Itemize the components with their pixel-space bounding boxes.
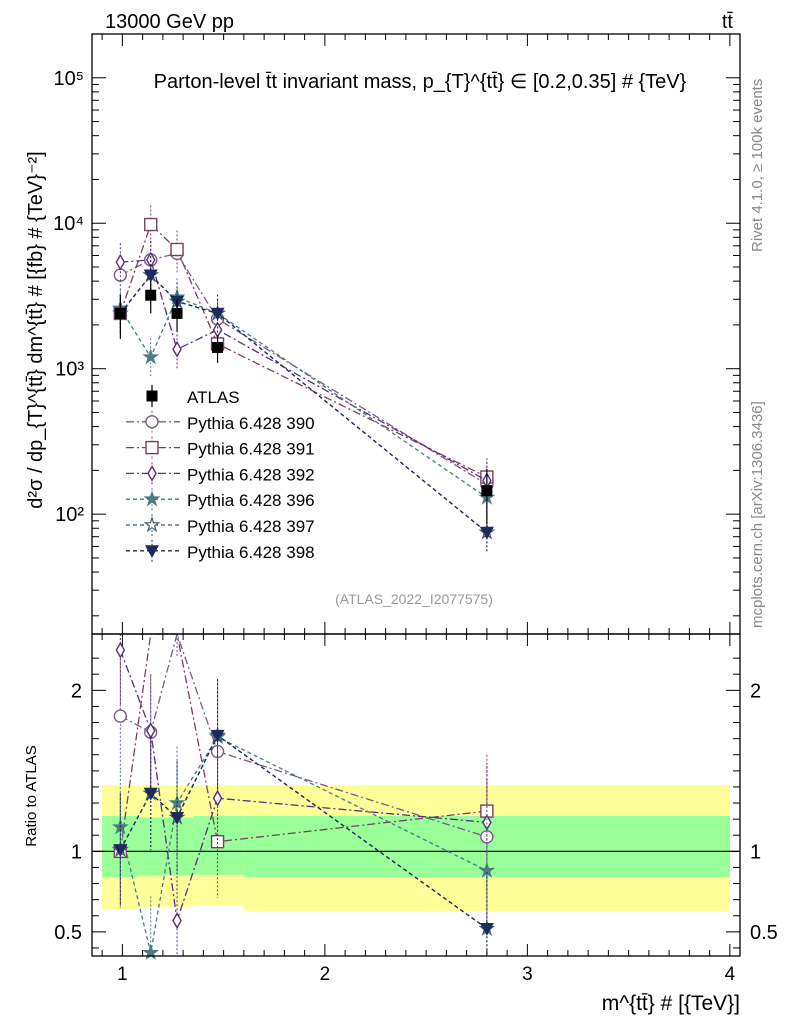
uncertainty-bands <box>102 785 730 911</box>
y-tick-label-main-2: 10² <box>55 504 84 526</box>
legend-label-5: Pythia 6.428 398 <box>187 543 315 562</box>
series-point-5-4 <box>479 526 494 540</box>
ratio-frame <box>91 633 741 957</box>
ratio-point-5-1 <box>143 787 158 801</box>
legend-label-2: Pythia 6.428 392 <box>187 465 315 484</box>
data-point-0 <box>114 307 126 319</box>
legend: ATLAS Pythia 6.428 390 Pythia 6.428 391 Pyt… <box>126 385 315 562</box>
y-axis-label-main: d²σ / dp_{T}^{tt̄} dm^{tt̄} # [{fb} # {T… <box>25 151 47 508</box>
y-tick-label-ratio-0.5: 0.5 <box>54 922 82 944</box>
y-tick-label-ratio-2: 2 <box>71 680 82 702</box>
x-axis-label: m^{tt̄} # [{TeV}] <box>602 992 740 1015</box>
series-point-2-0 <box>115 253 126 271</box>
ratio-point-2-2 <box>172 912 182 929</box>
x-tick-label-1: 1 <box>117 964 128 985</box>
analysis-label: (ATLAS_2022_I2077575) <box>335 591 493 607</box>
legend-marker-0 <box>145 415 159 429</box>
x-tick-label-3: 3 <box>522 964 533 985</box>
legend-label-data: ATLAS <box>187 388 240 407</box>
ratio-point-5-2 <box>170 811 185 825</box>
ratio-point-0-0 <box>113 709 128 723</box>
legend-label-4: Pythia 6.428 397 <box>187 517 315 536</box>
ratio-series <box>111 631 496 960</box>
legend-marker-5 <box>144 545 160 559</box>
legend-label-1: Pythia 6.428 391 <box>187 440 315 459</box>
legend-marker-1 <box>145 440 159 455</box>
energy-label: 13000 GeV pp <box>105 11 234 33</box>
data-point-3 <box>212 341 224 353</box>
series-point-1-2 <box>170 242 184 257</box>
ratio-point-5-4 <box>479 923 494 936</box>
data-point-1 <box>145 289 157 301</box>
axis-ticks: 1 2 3 4 10² 10³ 10⁴ 10⁵ 0.5 0.5 1 1 2 2 <box>53 33 778 985</box>
data-point-4 <box>481 485 493 497</box>
main-series <box>111 205 496 552</box>
y-tick-label-ratio-r-0.5: 0.5 <box>750 922 778 944</box>
ratio-point-2-3 <box>212 789 223 807</box>
legend-marker-3 <box>143 490 161 507</box>
y-tick-label-main-4: 10⁴ <box>53 213 84 235</box>
y-tick-label-ratio-r-1: 1 <box>750 841 761 863</box>
legend-label-3: Pythia 6.428 396 <box>187 491 315 510</box>
y-axis-label-ratio: Ratio to ATLAS <box>23 745 40 846</box>
ratio-point-5-3 <box>210 729 225 743</box>
series-point-3-1 <box>142 348 160 365</box>
chart-title: Parton-level t̄t invariant mass, p_{T}^{… <box>154 71 687 93</box>
x-tick-label-2: 2 <box>320 964 331 985</box>
legend-marker-4 <box>143 516 161 533</box>
series-point-5-3 <box>210 307 225 321</box>
ratio-point-5-0 <box>113 844 128 857</box>
process-label: tt̄ <box>722 11 734 33</box>
series-point-5-1 <box>143 269 158 283</box>
y-tick-label-ratio-1: 1 <box>71 841 82 863</box>
y-tick-label-ratio-r-2: 2 <box>750 680 761 702</box>
ratio-line-0 <box>120 631 488 838</box>
series-point-2-2 <box>172 340 182 358</box>
data-point-2 <box>171 307 183 319</box>
legend-label-0: Pythia 6.428 390 <box>187 414 315 433</box>
mcplots-label: mcplots.cern.ch [arXiv:1306.3436] <box>749 401 766 628</box>
ratio-point-2-0 <box>115 641 126 659</box>
axes-frames <box>91 33 741 957</box>
band-inner-2 <box>162 817 194 876</box>
rivet-label: Rivet 4.1.0, ≥ 100k events <box>749 79 766 252</box>
x-tick-label-4: 4 <box>725 964 736 985</box>
series-point-1-1 <box>144 217 158 232</box>
y-tick-label-main-3: 10³ <box>55 359 84 381</box>
y-tick-label-main-5: 10⁵ <box>53 68 84 90</box>
legend-marker-2 <box>147 464 157 482</box>
